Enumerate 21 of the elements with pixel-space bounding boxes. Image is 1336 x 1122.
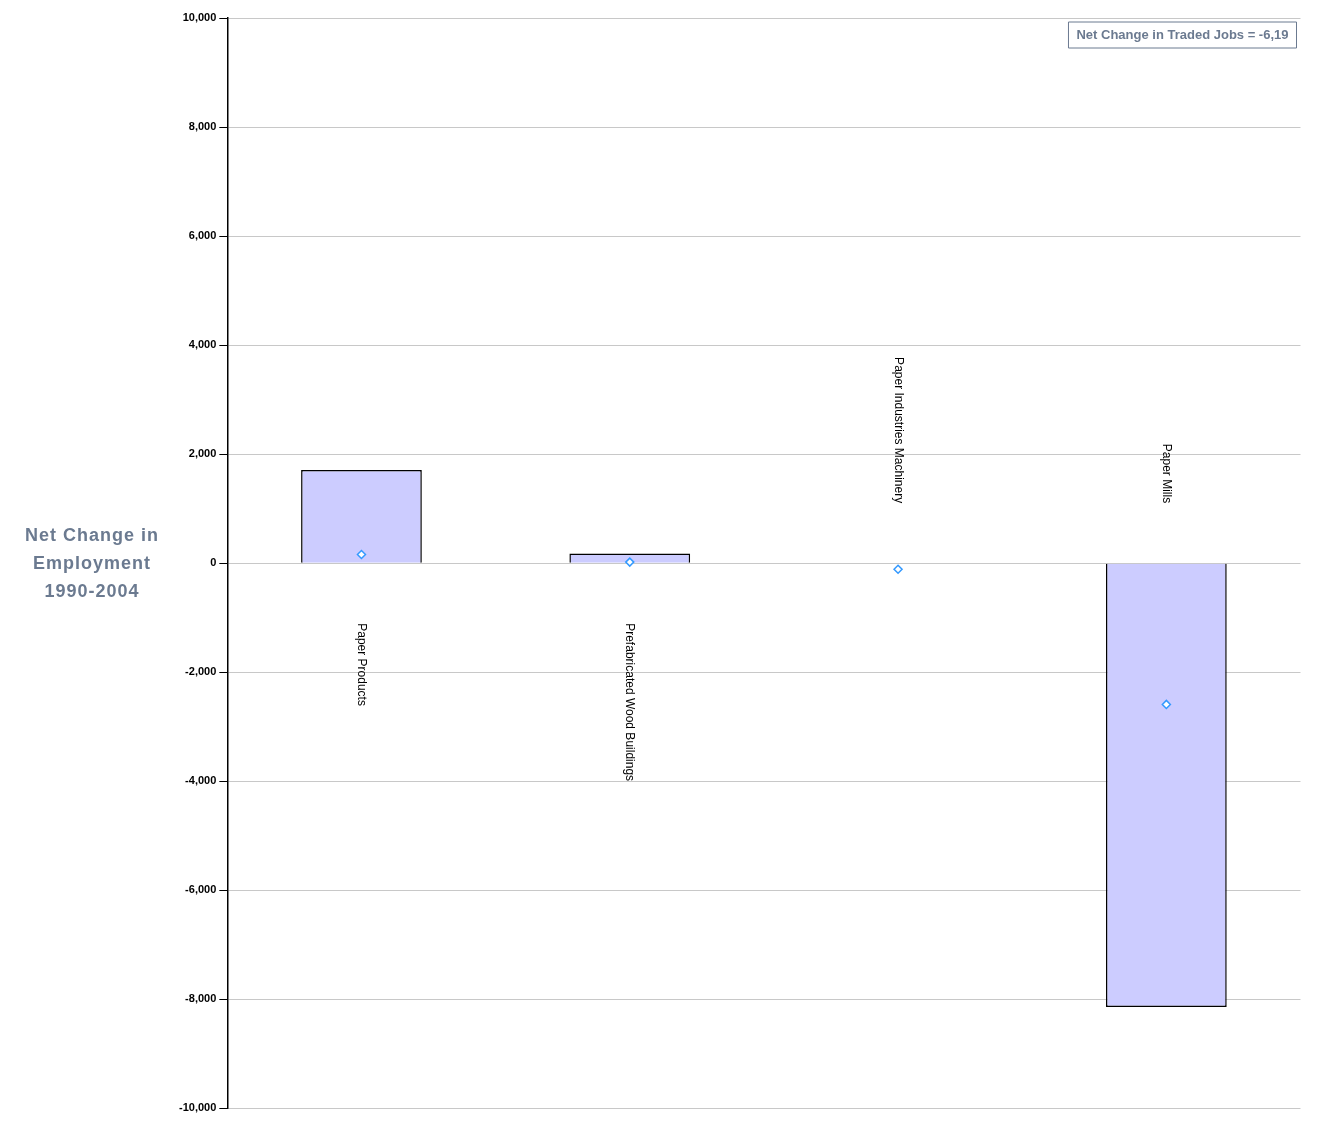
y-tick-label: -8,000 <box>185 992 217 1005</box>
x-tick-label: Paper Industries Machinery <box>891 357 906 504</box>
y-tick-label: 4,000 <box>188 338 217 351</box>
y-tick-label: -6,000 <box>185 883 217 896</box>
annotation: Net Change in Traded Jobs = -6,19 <box>1076 26 1289 42</box>
y-tick-label: -10,000 <box>179 1101 217 1114</box>
y-tick-label: 2,000 <box>188 447 217 460</box>
y-axis-title: Net Change in Employment 1990-2004 <box>24 524 160 603</box>
point <box>1161 699 1172 710</box>
point <box>356 549 367 560</box>
x-tick-label: Prefabricated Wood Buildings <box>623 623 638 782</box>
x-tick-label: Paper Products <box>355 623 370 706</box>
x-tick-label: Paper Mills <box>1160 443 1175 504</box>
y-tick-label: 10,000 <box>182 11 217 24</box>
y-tick-label: 6,000 <box>188 229 217 242</box>
y-tick-label: -2,000 <box>185 665 217 678</box>
y-tick-label: 0 <box>210 556 217 569</box>
y-tick-label: 8,000 <box>188 120 217 133</box>
point <box>893 564 903 574</box>
y-tick-label: -4,000 <box>185 774 217 787</box>
point <box>625 557 635 567</box>
